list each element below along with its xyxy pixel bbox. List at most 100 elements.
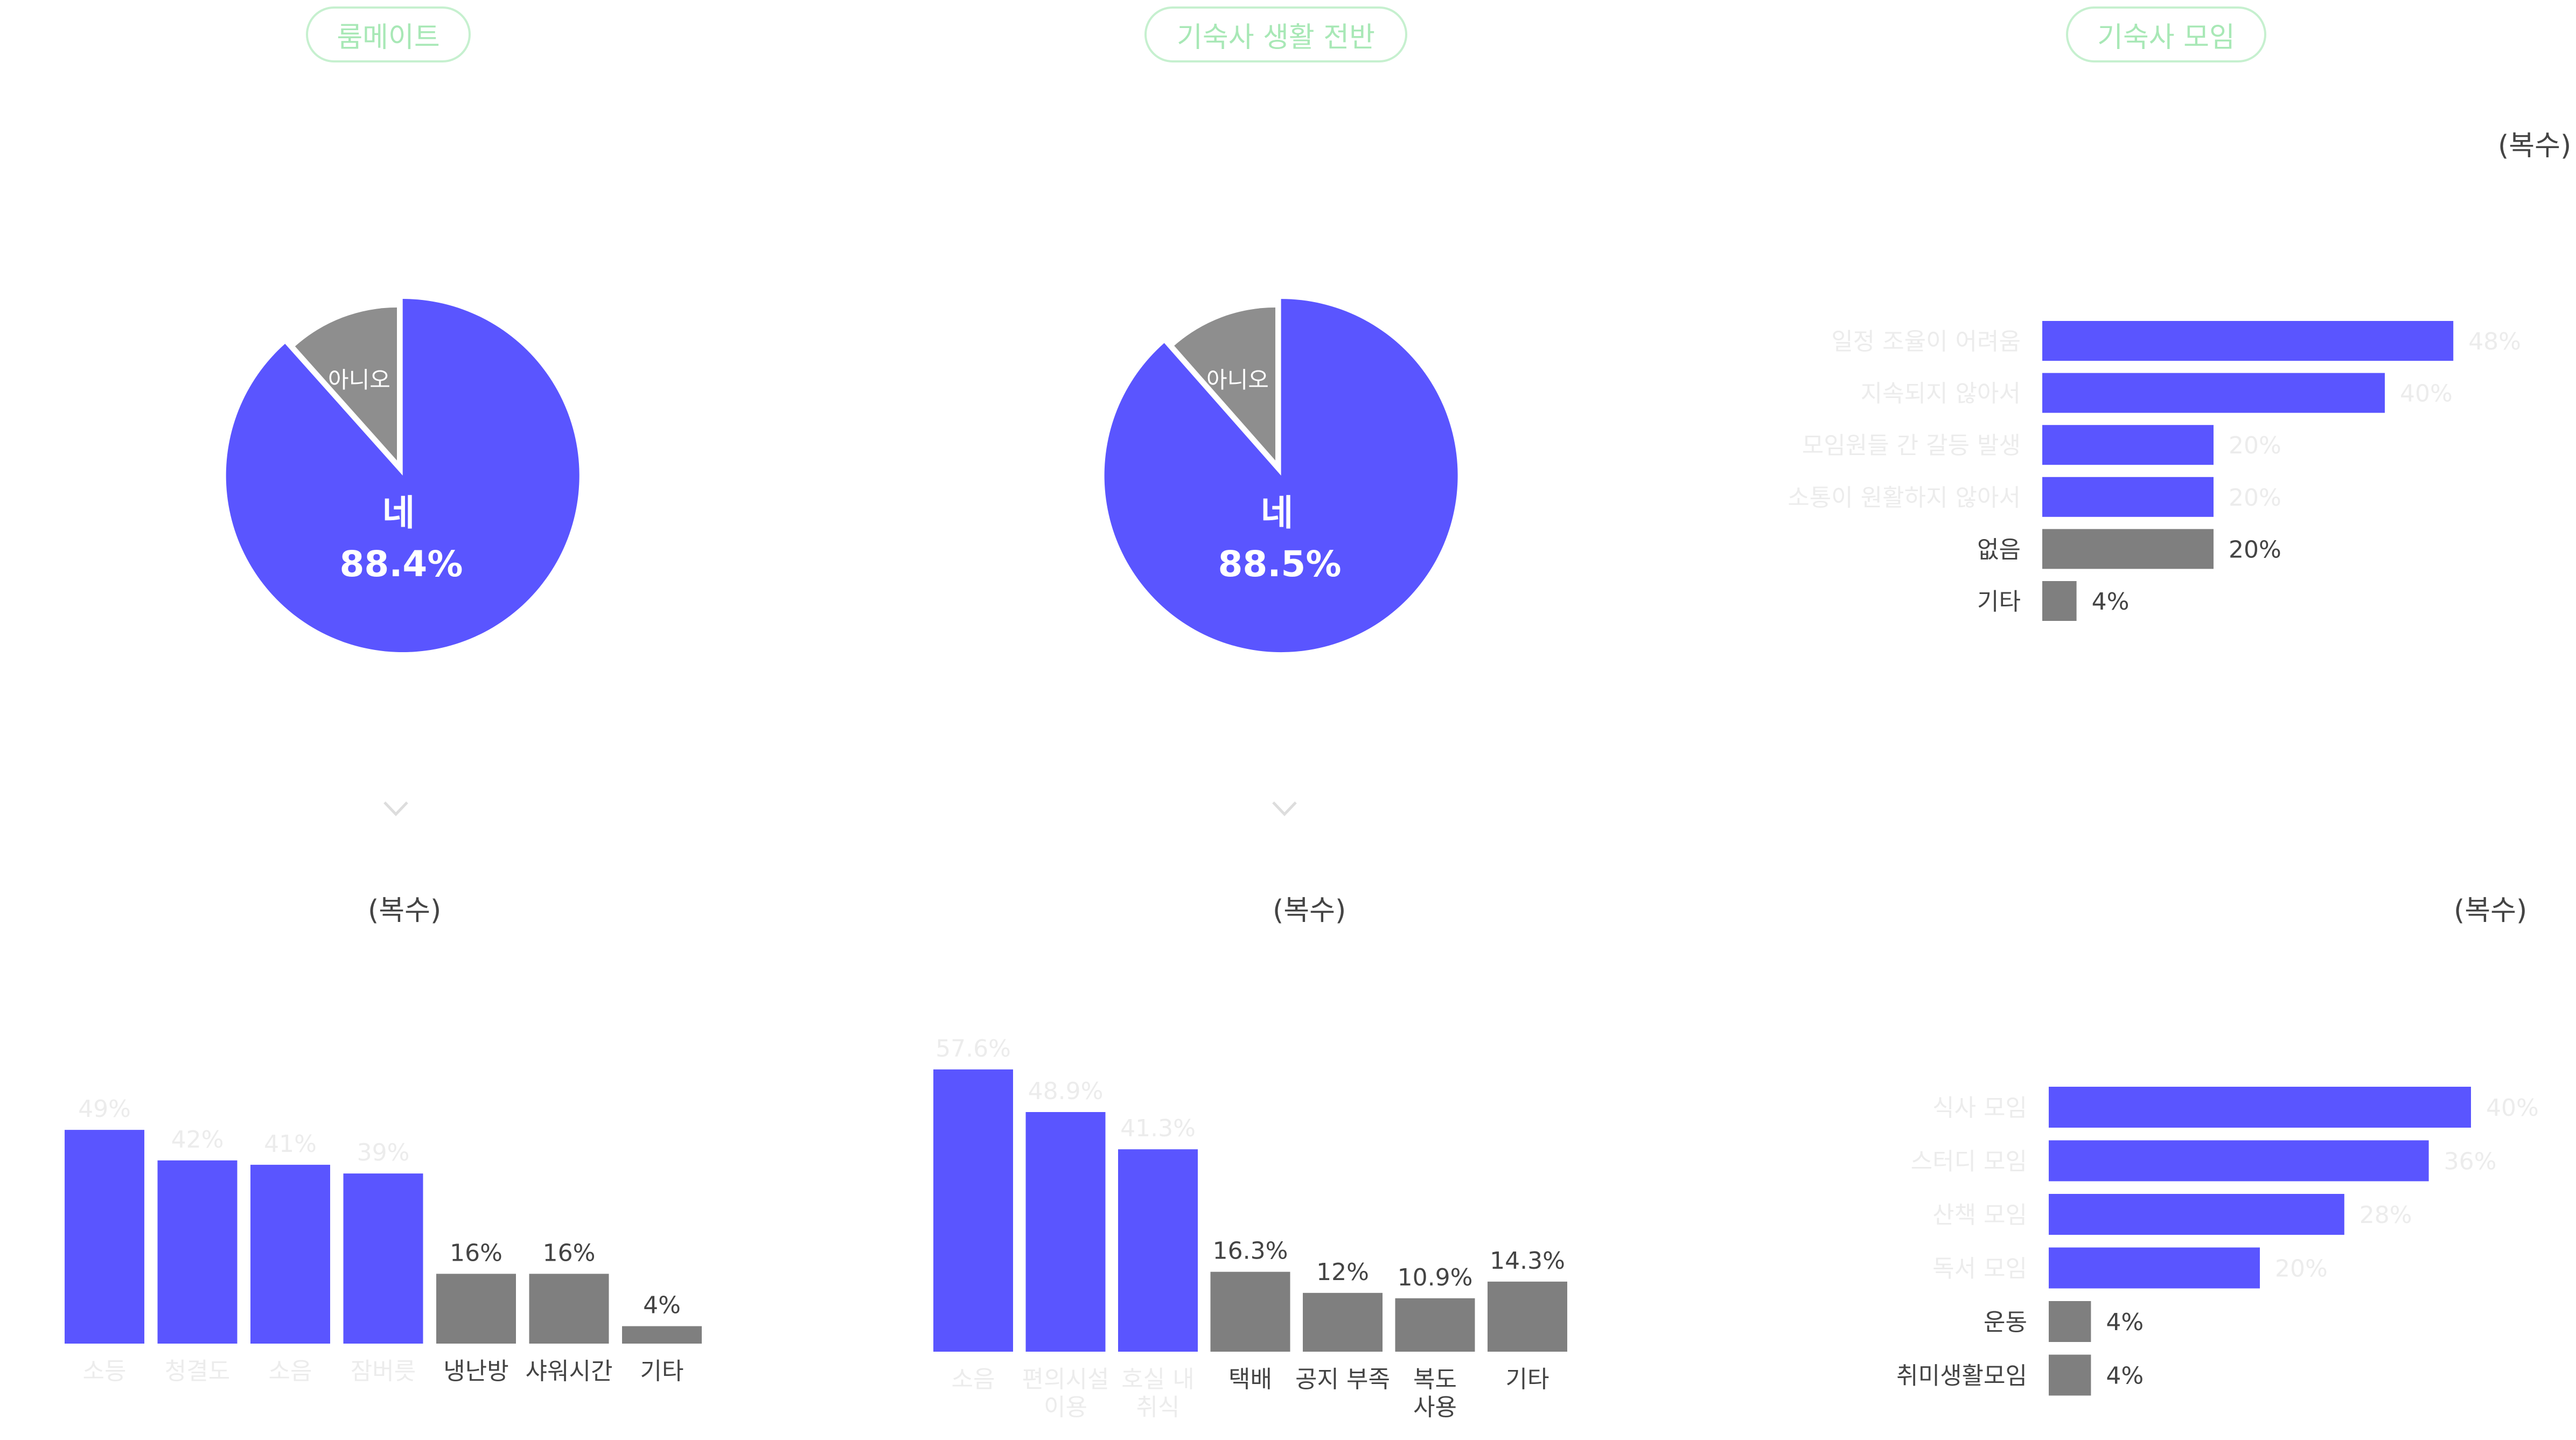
bar [1118,1149,1198,1352]
bar-category-label: 소음 [269,1358,312,1385]
bar [343,1173,423,1344]
pie-roommate: 아니오 네 88.4% [226,299,580,653]
bar [2042,321,2454,361]
pie-value-yes: 88.4% [340,543,463,585]
bar-value-label: 20% [2275,1255,2328,1283]
bar-value-label: 16% [450,1239,502,1267]
bar-category-label: 편의시설 [1022,1366,1109,1393]
bar-category-label: 취미생활모임 [1896,1362,2027,1390]
bar-value-label: 20% [2229,536,2281,563]
bar-category-label: 독서 모임 [1932,1255,2027,1283]
bar [2049,1301,2091,1342]
bar-value-label: 4% [643,1292,681,1319]
arrow-head-center [1272,801,1297,816]
bar [2042,529,2214,569]
bar [436,1274,516,1344]
bar-value-label: 40% [2400,380,2453,408]
pie-slice-yes [226,299,580,653]
bar-category-label: 기타 [1506,1366,1549,1393]
bar [1395,1298,1475,1352]
bar-category-label: 청결도 [165,1358,230,1385]
bar-value-label: 12% [1316,1259,1369,1286]
pie-dorm-life: 아니오 네 88.5% [1104,299,1458,653]
bar-value-label: 48% [2468,328,2521,355]
bar-value-label: 41% [264,1130,317,1158]
bar-category-label: 모임원들 간 갈등 발생 [1802,432,2021,459]
pie-slice-no [295,307,397,460]
bar-value-label: 14.3% [1490,1247,1565,1275]
bar-value-label: 4% [2106,1309,2144,1336]
pie-slice-yes [1104,299,1458,653]
bar [250,1164,330,1344]
bar [1488,1281,1567,1352]
bar-chart-meeting-issues: 일정 조율이 어려움 48% 지속되지 않아서 40% 모임원들 간 갈등 발생 20% 소… [1788,321,2521,621]
bar [2042,477,2214,517]
pie-label-no: 아니오 [1206,367,1269,393]
bar-category-label: 취식 [1136,1394,1180,1421]
bar [2049,1087,2471,1128]
pie-value-yes: 88.5% [1218,543,1342,585]
bar-category-label: 냉난방 [443,1358,508,1385]
bar [2042,373,2385,413]
bar-value-label: 42% [171,1126,224,1154]
bar-chart-meeting-types: 식사 모임 40% 스터디 모임 36% 산책 모임 28% 독서 모임 20% 운동 4% 취미생… [1896,1087,2539,1396]
bar [2049,1194,2344,1235]
pie-label-yes: 네 [382,492,415,534]
bar [65,1130,144,1344]
bar-category-label: 사용 [1413,1394,1457,1421]
tag-roommate: 룸메이트 [306,6,471,62]
bar-category-label: 복도 [1413,1366,1457,1393]
bar [2049,1247,2260,1289]
pie-label-no: 아니오 [328,367,390,393]
multi-label-dorm-issues: (복수) [1273,894,1346,927]
bar-value-label: 41.3% [1120,1115,1196,1142]
bar-value-label: 16.3% [1213,1238,1288,1265]
tag-dorm-meeting: 기숙사 모임 [2066,6,2266,62]
bar-category-label: 식사 모임 [1932,1094,2027,1122]
bar [2042,581,2077,621]
pie-slice-no [1174,307,1275,460]
bar-category-label: 공지 부족 [1295,1366,1390,1393]
bar-value-label: 36% [2444,1148,2497,1176]
bar [1303,1292,1383,1352]
bar-value-label: 40% [2486,1094,2539,1122]
bar-value-label: 10.9% [1398,1264,1473,1291]
bar-value-label: 28% [2359,1201,2412,1229]
bar-category-label: 일정 조율이 어려움 [1831,328,2021,355]
bar-value-label: 20% [2229,432,2281,459]
arrow-head-left [383,801,408,816]
bar [622,1326,702,1344]
bar [2049,1354,2091,1396]
bar-category-label: 산책 모임 [1932,1201,2027,1229]
bar-chart-roommate-issues: 49% 소등 42% 청결도 41% 소음 39% 잠버릇 16% 냉난방 16% 샤워시간 4% 기타 [65,1095,702,1385]
bar-category-label: 기타 [1977,588,2021,616]
bar-category-label: 잠버릇 [351,1358,416,1385]
bar-category-label: 없음 [1977,536,2021,563]
bar-category-label: 택배 [1228,1366,1272,1393]
tag-dorm-life: 기숙사 생활 전반 [1144,6,1407,62]
pie-label-yes: 네 [1261,492,1294,534]
bar-value-label: 57.6% [936,1035,1011,1062]
bar [2042,425,2214,465]
arrows [383,695,1297,816]
bar [157,1160,238,1344]
bar-category-label: 호실 내 [1121,1366,1194,1393]
bar-category-label: 이용 [1044,1394,1087,1421]
multi-label-roommate-issues: (복수) [368,894,442,927]
bar-category-label: 스터디 모임 [1911,1148,2027,1176]
multi-label-meeting-types: (복수) [2454,894,2528,927]
bar-category-label: 소통이 원활하지 않아서 [1788,484,2021,512]
bar-value-label: 4% [2106,1362,2144,1390]
bar-category-label: 샤워시간 [526,1358,613,1385]
bar [529,1274,609,1344]
bar [1025,1112,1106,1352]
bar-category-label: 운동 [1984,1309,2027,1336]
bar-value-label: 49% [78,1095,131,1123]
bar-category-label: 기타 [640,1358,684,1385]
bar-value-label: 48.9% [1028,1078,1104,1105]
bar [933,1069,1013,1352]
bar-value-label: 39% [357,1139,410,1166]
multi-label-meeting-issues: (복수) [2498,130,2572,162]
